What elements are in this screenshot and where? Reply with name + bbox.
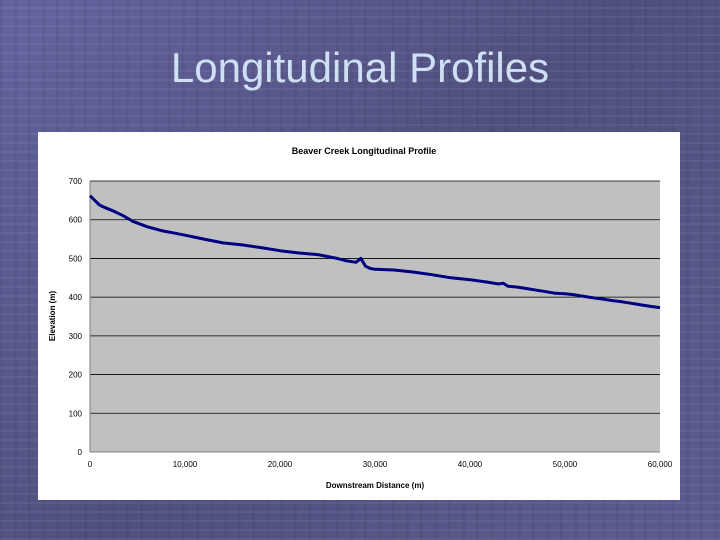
x-tick-label: 20,000 (268, 460, 293, 469)
x-tick-label: 10,000 (173, 460, 198, 469)
plot-area (90, 181, 660, 452)
y-axis-label: Elevation (m) (48, 291, 57, 342)
x-tick-label: 50,000 (553, 460, 578, 469)
y-tick-label: 700 (69, 177, 83, 186)
line-chart: Beaver Creek Longitudinal Profile 0 100 20… (48, 146, 673, 490)
y-tick-label: 400 (69, 293, 83, 302)
x-tick-label: 60,000 (648, 460, 673, 469)
y-tick-label: 300 (69, 332, 83, 341)
chart-title: Beaver Creek Longitudinal Profile (292, 146, 437, 156)
x-axis-label: Downstream Distance (m) (326, 481, 425, 490)
chart-panel: Beaver Creek Longitudinal Profile 0 100 20… (38, 132, 680, 500)
x-tick-label: 40,000 (458, 460, 483, 469)
y-tick-label: 0 (78, 448, 83, 457)
series-line-elevation (88, 194, 661, 310)
x-tick-label: 0 (88, 460, 93, 469)
y-tick-label: 200 (69, 371, 83, 380)
slide-title: Longitudinal Profiles (170, 44, 550, 91)
x-tick-label: 30,000 (363, 460, 388, 469)
y-tick-label: 500 (69, 254, 83, 263)
y-tick-label: 100 (69, 409, 83, 418)
y-tick-label: 600 (69, 216, 83, 225)
